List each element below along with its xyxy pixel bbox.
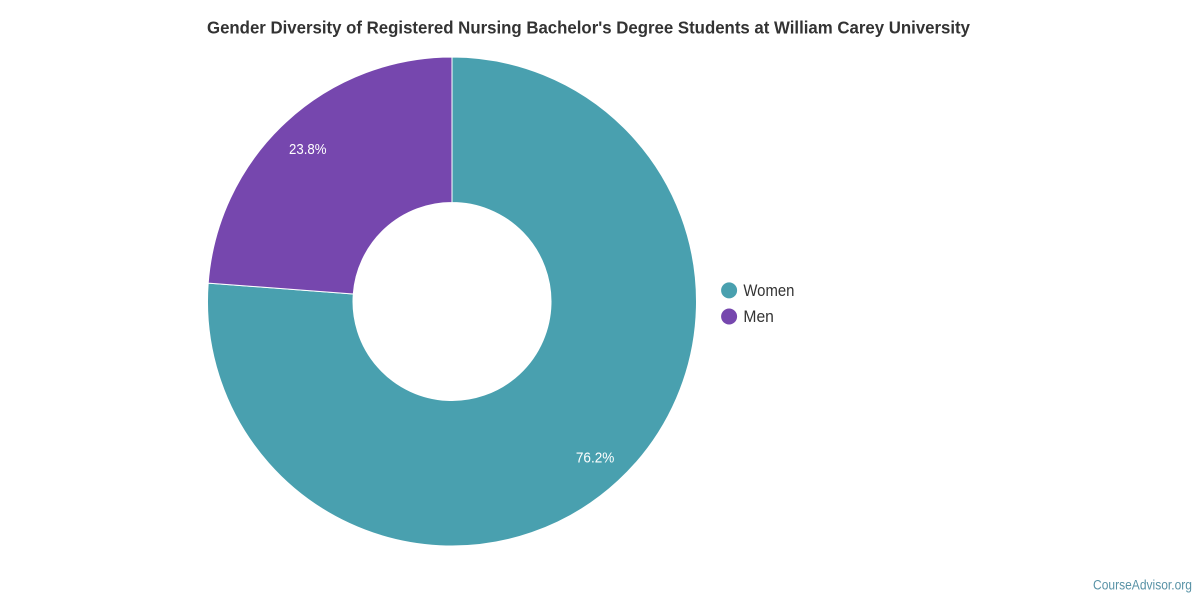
svg-text:Gender Diversity of Registered: Gender Diversity of Registered Nursing B… xyxy=(207,18,970,38)
svg-text:Men: Men xyxy=(743,308,774,326)
svg-text:76.2%: 76.2% xyxy=(576,450,615,467)
svg-text:CourseAdvisor.org: CourseAdvisor.org xyxy=(1093,578,1192,593)
svg-text:23.8%: 23.8% xyxy=(289,141,327,158)
svg-text:Women: Women xyxy=(743,282,794,300)
